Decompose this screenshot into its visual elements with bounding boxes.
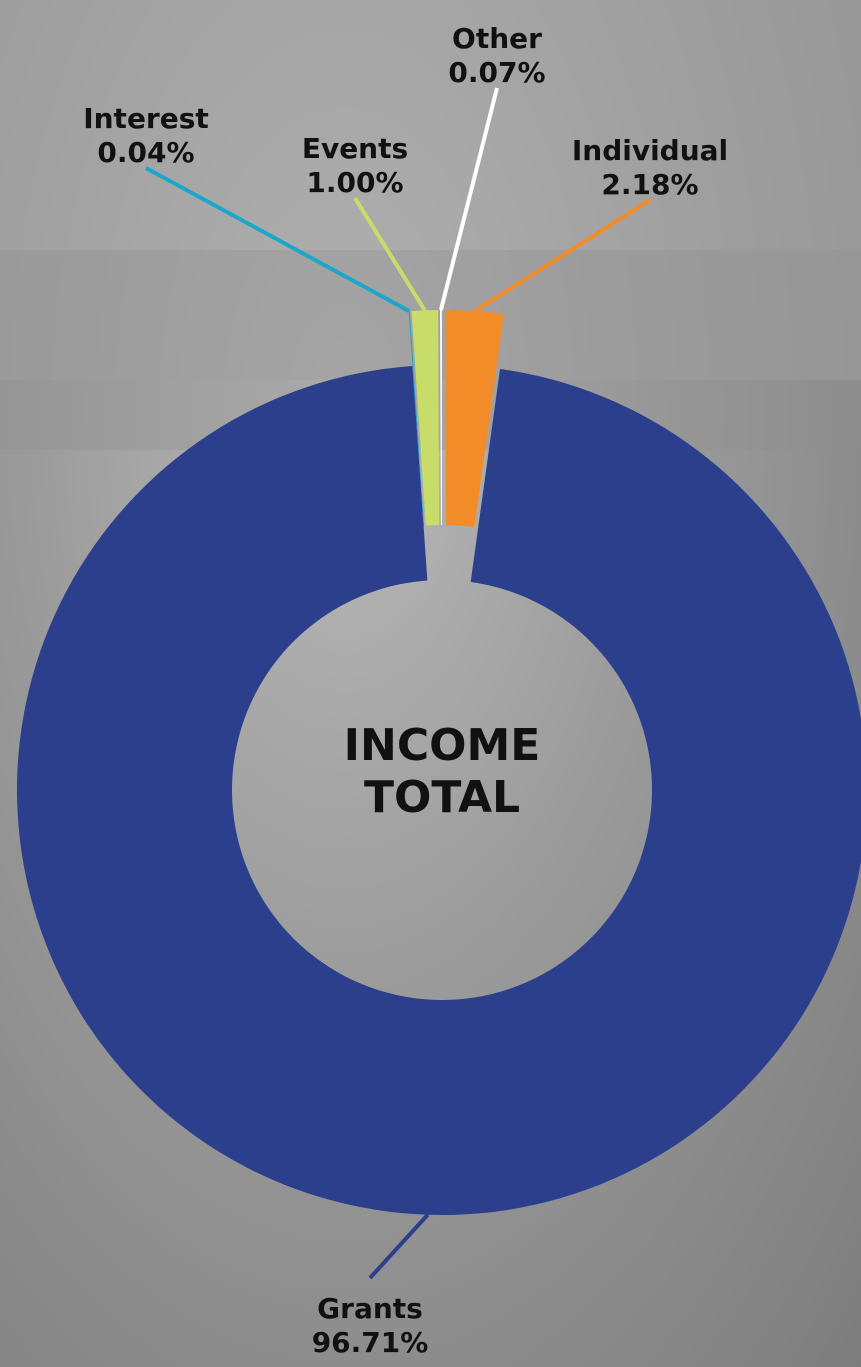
slice-name: Interest (83, 102, 209, 135)
slice-name: Other (452, 22, 542, 55)
slice-value-label: 96.71% (312, 1326, 429, 1359)
slice-name: Individual (572, 134, 728, 167)
chart: Individual2.18% Grants96.71% Interest0.04%… (0, 0, 861, 1367)
slice-name: Events (302, 132, 408, 165)
slice-value-label: 2.18% (601, 168, 698, 201)
slice-value-label: 0.04% (97, 136, 194, 169)
slice-name: Grants (317, 1292, 423, 1325)
slice-value-label: 1.00% (306, 166, 403, 199)
leader-line (370, 1215, 428, 1278)
center-label: INCOME TOTAL (292, 720, 592, 824)
slice-value-label: 0.07% (448, 56, 545, 89)
